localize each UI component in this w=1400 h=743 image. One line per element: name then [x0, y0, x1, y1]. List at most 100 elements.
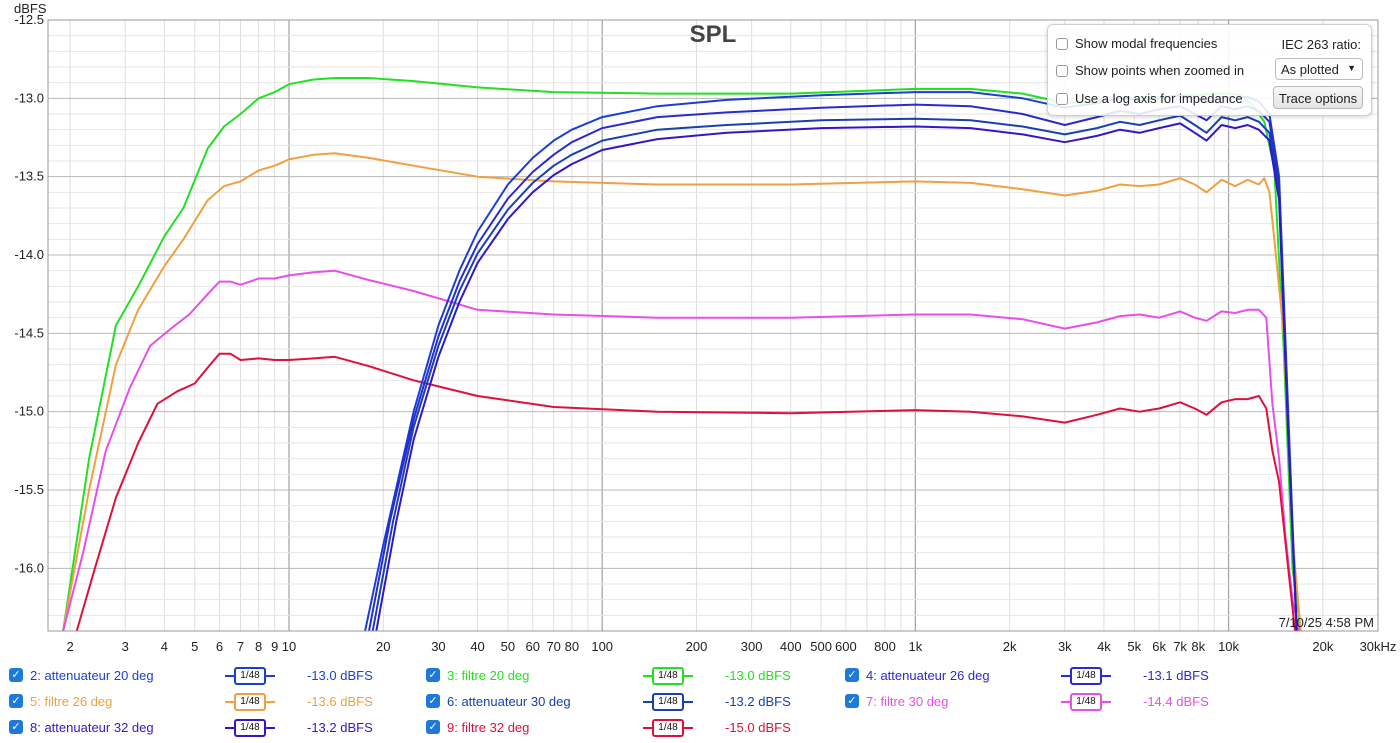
x-tick-label: 20 — [376, 639, 390, 654]
legend-smoothing-swatch[interactable]: 1/48 — [225, 692, 275, 712]
legend-smoothing-label: 1/48 — [234, 719, 266, 737]
y-tick-label: -13.5 — [14, 169, 44, 184]
legend-smoothing-swatch[interactable]: 1/48 — [643, 692, 693, 712]
iec-ratio-label: IEC 263 ratio: — [1281, 37, 1362, 52]
show-points-checkbox[interactable] — [1056, 64, 1068, 77]
series-line — [371, 114, 1298, 631]
legend-item: ✓ 3: filtre 20 deg 1/48 -13.0 dBFS — [426, 666, 806, 686]
legend-trace-name[interactable]: 9: filtre 32 deg — [447, 720, 530, 735]
x-tick-label: 2 — [66, 639, 73, 654]
legend-smoothing-swatch[interactable]: 1/48 — [643, 718, 693, 738]
show-modal-label: Show modal frequencies — [1075, 36, 1218, 51]
legend-trace-name[interactable]: 7: filtre 30 deg — [866, 694, 949, 709]
x-tick-label: 800 — [874, 639, 896, 654]
log-axis-checkbox[interactable] — [1056, 92, 1068, 105]
x-tick-label: 600 — [835, 639, 857, 654]
x-tick-label: 70 — [546, 639, 560, 654]
y-tick-labels: -12.5 -13.0 -13.5 -14.0 -14.5 -15.0 -15.5 -16.0 — [14, 12, 44, 575]
x-tick-label: 80 — [565, 639, 579, 654]
legend-trace-name[interactable]: 3: filtre 20 deg — [447, 668, 530, 683]
x-tick-label: 30 — [431, 639, 445, 654]
y-axis-unit: dBFS — [14, 1, 47, 16]
dropdown-arrow-icon: ▼ — [1347, 63, 1356, 73]
legend-trace-name[interactable]: 8: attenuateur 32 deg — [30, 720, 154, 735]
legend-smoothing-swatch[interactable]: 1/48 — [1061, 692, 1111, 712]
x-tick-label: 8k — [1191, 639, 1205, 654]
legend-checkbox[interactable]: ✓ — [426, 694, 440, 708]
legend-value: -13.0 dBFS — [725, 668, 791, 683]
legend-item: ✓ 6: attenuateur 30 deg 1/48 -13.2 dBFS — [426, 692, 806, 712]
x-tick-label: 6 — [216, 639, 223, 654]
show-modal-checkbox[interactable] — [1056, 37, 1068, 50]
x-tick-label: 50 — [501, 639, 515, 654]
x-tick-label: 3 — [122, 639, 129, 654]
x-tick-label: 4 — [161, 639, 168, 654]
show-points-label: Show points when zoomed in — [1075, 63, 1245, 78]
x-tick-label: 2k — [1003, 639, 1017, 654]
x-tick-label: 6k — [1152, 639, 1166, 654]
legend-checkbox[interactable]: ✓ — [9, 668, 23, 682]
log-axis-option[interactable]: Use a log axis for impedance — [1056, 91, 1243, 106]
series-line — [75, 352, 1296, 631]
y-tick-label: -14.5 — [14, 325, 44, 340]
x-tick-label: 60 — [525, 639, 539, 654]
y-tick-label: -15.5 — [14, 482, 44, 497]
x-tick-label: 4k — [1097, 639, 1111, 654]
legend-checkbox[interactable]: ✓ — [426, 720, 440, 734]
legend-smoothing-swatch[interactable]: 1/48 — [225, 718, 275, 738]
iec-ratio-select[interactable]: As plotted ▼ — [1275, 58, 1363, 80]
series-line — [62, 269, 1301, 631]
legend-checkbox[interactable]: ✓ — [845, 668, 859, 682]
legend-smoothing-swatch[interactable]: 1/48 — [643, 666, 693, 686]
x-tick-label: 300 — [741, 639, 763, 654]
legend-smoothing-label: 1/48 — [652, 719, 684, 737]
x-tick-label: 10 — [282, 639, 296, 654]
legend-value: -15.0 dBFS — [725, 720, 791, 735]
x-tick-label: 400 — [780, 639, 802, 654]
legend-smoothing-label: 1/48 — [234, 667, 266, 685]
legend-smoothing-label: 1/48 — [652, 667, 684, 685]
x-tick-label: 10k — [1218, 639, 1239, 654]
legend-smoothing-swatch[interactable]: 1/48 — [225, 666, 275, 686]
legend-trace-name[interactable]: 2: attenuateur 20 deg — [30, 668, 154, 683]
legend-trace-name[interactable]: 5: filtre 26 deg — [30, 694, 113, 709]
legend-value: -13.2 dBFS — [725, 694, 791, 709]
legend-checkbox[interactable]: ✓ — [845, 694, 859, 708]
trace-options-button[interactable]: Trace options — [1273, 86, 1363, 109]
legend-value: -13.2 dBFS — [307, 720, 373, 735]
legend-smoothing-label: 1/48 — [234, 693, 266, 711]
legend-item: ✓ 2: attenuateur 20 deg 1/48 -13.0 dBFS — [9, 666, 389, 686]
x-tick-label: 40 — [470, 639, 484, 654]
series-line — [375, 122, 1298, 631]
series-line — [364, 91, 1298, 631]
x-tick-label: 30kHz — [1360, 639, 1397, 654]
legend-value: -13.0 dBFS — [307, 668, 373, 683]
x-tick-label: 7k — [1173, 639, 1187, 654]
legend-smoothing-label: 1/48 — [652, 693, 684, 711]
x-tick-label: 5 — [191, 639, 198, 654]
x-tick-label: 200 — [686, 639, 708, 654]
plot-frame — [47, 19, 1379, 632]
x-tick-label: 3k — [1058, 639, 1072, 654]
legend-item: ✓ 4: attenuateur 26 deg 1/48 -13.1 dBFS — [845, 666, 1225, 686]
x-tick-label: 20k — [1312, 639, 1333, 654]
legend-checkbox[interactable]: ✓ — [426, 668, 440, 682]
legend-value: -14.4 dBFS — [1143, 694, 1209, 709]
y-tick-label: -12.5 — [14, 12, 44, 27]
legend-value: -13.1 dBFS — [1143, 668, 1209, 683]
iec-ratio-value: As plotted — [1281, 62, 1339, 77]
legend-checkbox[interactable]: ✓ — [9, 720, 23, 734]
legend-trace-name[interactable]: 4: attenuateur 26 deg — [866, 668, 990, 683]
legend-item: ✓ 8: attenuateur 32 deg 1/48 -13.2 dBFS — [9, 718, 389, 738]
x-tick-label: 8 — [255, 639, 262, 654]
log-axis-label: Use a log axis for impedance — [1075, 91, 1243, 106]
show-points-option[interactable]: Show points when zoomed in — [1056, 63, 1244, 78]
legend-trace-name[interactable]: 6: attenuateur 30 deg — [447, 694, 571, 709]
x-tick-label: 5k — [1127, 639, 1141, 654]
legend-item: ✓ 7: filtre 30 deg 1/48 -14.4 dBFS — [845, 692, 1225, 712]
show-modal-option[interactable]: Show modal frequencies — [1056, 36, 1217, 51]
legend-checkbox[interactable]: ✓ — [9, 694, 23, 708]
y-tick-label: -14.0 — [14, 247, 44, 262]
legend-smoothing-label: 1/48 — [1070, 667, 1102, 685]
legend-smoothing-swatch[interactable]: 1/48 — [1061, 666, 1111, 686]
